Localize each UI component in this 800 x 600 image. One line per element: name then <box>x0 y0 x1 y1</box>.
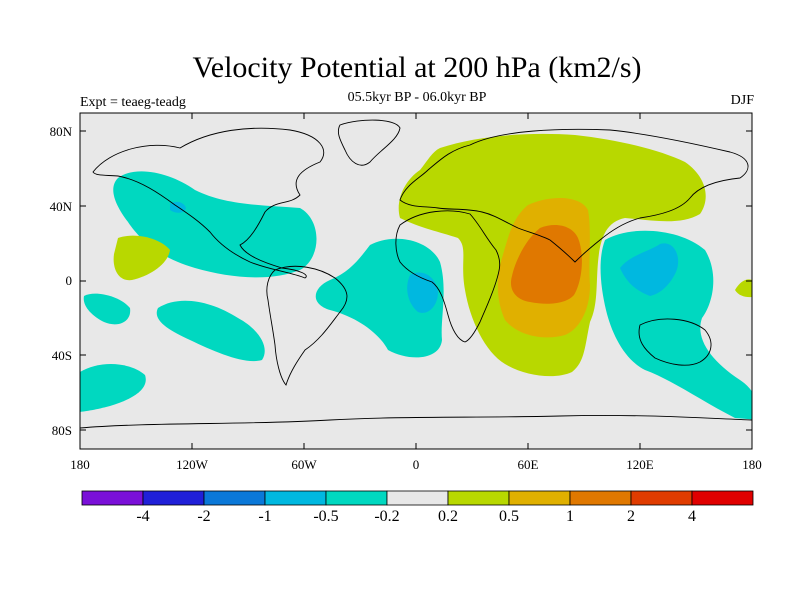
lon-label: 180 <box>70 457 90 472</box>
colorbar-box <box>447 490 510 506</box>
coastline-australia <box>638 318 712 366</box>
lon-label: 60E <box>517 457 539 472</box>
colorbar-label: -2 <box>197 508 211 525</box>
plot-title: Velocity Potential at 200 hPa (km2/s) <box>192 51 642 84</box>
lon-label: 0 <box>412 457 420 472</box>
lon-label: 120W <box>176 457 208 472</box>
colorbar-label: 2 <box>627 508 635 525</box>
coastline-north-america <box>92 127 325 279</box>
colorbar-label: -0.5 <box>313 508 339 525</box>
contour-neg-east-pacific <box>156 300 265 362</box>
colorbar-box <box>508 490 571 506</box>
colorbar-box <box>691 490 754 506</box>
contour-neg-south-pacific <box>80 364 146 412</box>
coastline-south-america <box>266 265 348 386</box>
contour-pos-indian-ocean-core <box>510 225 582 304</box>
colorbar-box <box>81 490 144 506</box>
colorbar-label: -4 <box>136 508 150 525</box>
colorbar-label: 0.5 <box>499 508 519 525</box>
coastline-africa <box>395 210 501 343</box>
lon-label: 60W <box>291 457 317 472</box>
lon-label: 180 <box>742 457 762 472</box>
colorbar-box <box>142 490 205 506</box>
colorbar-box <box>325 490 388 506</box>
season-label: DJF <box>730 93 754 108</box>
contour-core-maritime <box>620 243 679 296</box>
colorbar-label: 1 <box>566 508 574 525</box>
colorbar-label: -0.2 <box>374 508 400 525</box>
colorbar <box>81 490 754 506</box>
colorbar-box <box>569 490 632 506</box>
coastlines <box>80 119 752 429</box>
experiment-label: Expt = teaeg-teadg <box>80 95 186 110</box>
contour-neg-atlantic <box>315 238 444 358</box>
contour-pos-central-pacific <box>113 235 170 281</box>
colorbar-box <box>630 490 693 506</box>
contour-neg-west-pacific-spot <box>83 293 131 325</box>
colorbar-label: 0.2 <box>438 508 458 525</box>
lat-label: 40N <box>49 199 72 214</box>
lat-label: 0 <box>65 273 73 288</box>
lat-label: 80S <box>51 423 72 438</box>
coastline-greenland <box>337 119 401 166</box>
colorbar-box <box>264 490 327 506</box>
colorbar-label: -1 <box>258 508 272 525</box>
plot-subtitle: 05.5kyr BP - 06.0kyr BP <box>347 90 487 105</box>
colorbar-box <box>203 490 266 506</box>
colorbar-label: 4 <box>688 508 696 525</box>
coastline-eurasia <box>399 128 749 263</box>
axis-ticks <box>79 113 753 449</box>
contour-fields <box>80 119 752 429</box>
coastline-antarctica <box>80 415 752 429</box>
contour-pos-far-east <box>735 279 752 298</box>
colorbar-box <box>386 490 449 506</box>
lon-label: 120E <box>626 457 654 472</box>
lat-label: 40S <box>51 348 72 363</box>
contour-core-atlantic <box>407 272 438 313</box>
lat-label: 80N <box>49 124 72 139</box>
